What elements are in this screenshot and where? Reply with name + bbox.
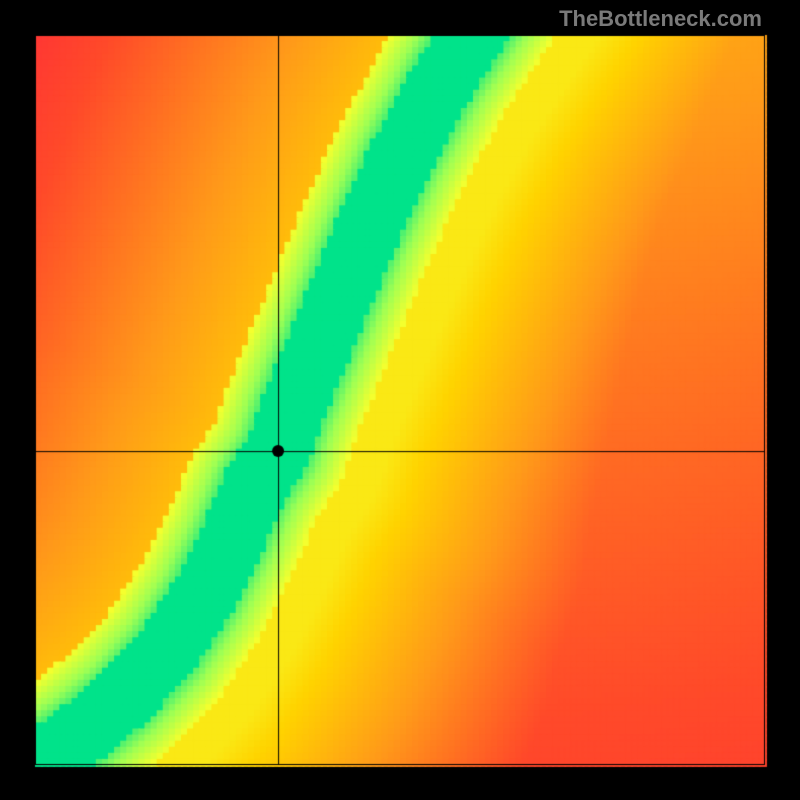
watermark-text: TheBottleneck.com <box>559 6 762 32</box>
bottleneck-heatmap <box>0 0 800 800</box>
chart-container: TheBottleneck.com <box>0 0 800 800</box>
